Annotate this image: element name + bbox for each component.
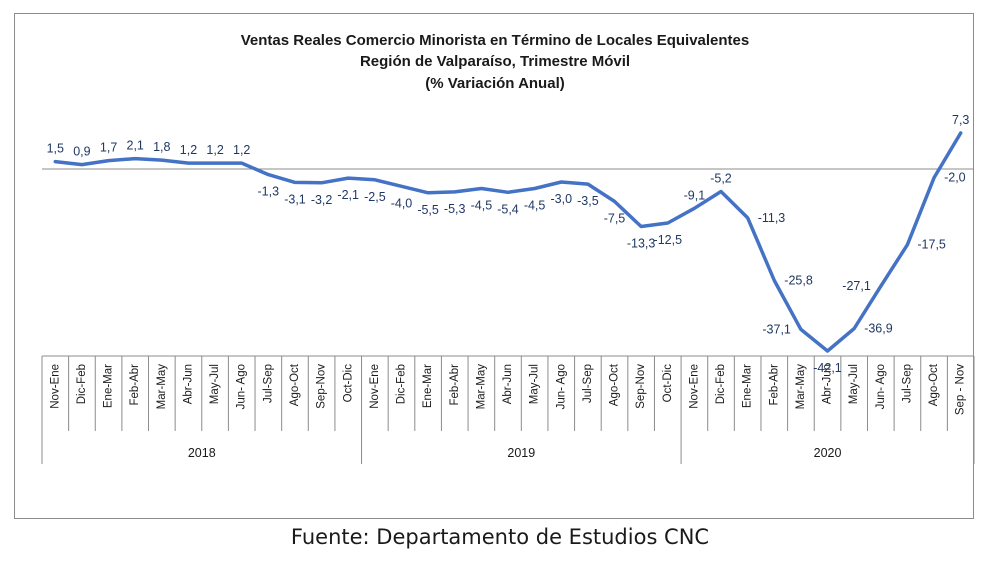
data-label: 1,2 bbox=[206, 143, 223, 157]
data-label: -37,1 bbox=[762, 322, 791, 336]
category-tick-label: Jul-Sep bbox=[262, 364, 274, 403]
category-tick-label: Dic-Feb bbox=[396, 364, 408, 404]
category-tick-label: Dic-Feb bbox=[76, 364, 88, 404]
data-label: -3,5 bbox=[577, 194, 599, 208]
category-tick-label: Sep - Nov bbox=[955, 364, 967, 415]
data-label: -3,2 bbox=[311, 193, 333, 207]
series-line bbox=[53, 131, 963, 353]
category-tick-label: Dic-Feb bbox=[715, 364, 727, 404]
data-label: -27,1 bbox=[842, 279, 871, 293]
data-label: -13,3 bbox=[627, 237, 656, 251]
source-note: Fuente: Departamento de Estudios CNC bbox=[290, 525, 710, 549]
plot-area bbox=[53, 131, 963, 353]
category-tick-label: Feb-Abr bbox=[129, 364, 141, 406]
data-label: -2,1 bbox=[337, 188, 359, 202]
data-label: -2,0 bbox=[944, 171, 966, 185]
category-tick-label: Nov-Ene bbox=[688, 364, 700, 409]
category-tick-label: Nov-Ene bbox=[369, 364, 381, 409]
chart-title-line-2: Región de Valparaíso, Trimestre Móvil bbox=[360, 53, 630, 70]
chart-title: Ventas Reales Comercio Minorista en Térm… bbox=[241, 32, 750, 92]
data-label: -5,4 bbox=[497, 202, 519, 216]
data-label: -4,5 bbox=[471, 199, 493, 213]
category-tick-label: Oct-Dic bbox=[662, 364, 674, 403]
data-label: -7,5 bbox=[604, 211, 626, 225]
category-tick-label: Nov-Ene bbox=[49, 364, 61, 409]
data-label: -5,2 bbox=[710, 172, 732, 186]
data-label: -5,3 bbox=[444, 202, 466, 216]
category-tick-label: Abr-Jun bbox=[182, 364, 194, 404]
data-label: -11,3 bbox=[758, 211, 786, 225]
data-label: -12,5 bbox=[654, 233, 683, 247]
category-tick-label: May-Jul bbox=[529, 364, 541, 404]
data-label: 7,3 bbox=[952, 113, 969, 127]
data-label: 1,5 bbox=[47, 142, 64, 156]
category-tick-label: Mar-May bbox=[475, 364, 487, 410]
category-tick-label: Abr-Jun bbox=[502, 364, 514, 404]
data-label: -1,3 bbox=[258, 185, 280, 199]
data-label: -36,9 bbox=[864, 322, 893, 336]
category-tick-label: Sep-Nov bbox=[635, 364, 647, 409]
category-tick-label: Ene-Mar bbox=[103, 364, 115, 408]
category-tick-label: Jun- Ago bbox=[236, 364, 248, 409]
data-label: -25,8 bbox=[784, 274, 813, 288]
category-axis: Nov-Ene Dic-Feb Ene-Mar Feb-Abr Mar-May Abr-J… bbox=[41, 355, 975, 464]
category-tick-label: Ene-Mar bbox=[422, 364, 434, 408]
category-tick-label: Jul-Sep bbox=[901, 364, 913, 403]
category-tick-label: Ago-Oct bbox=[289, 363, 301, 406]
category-tick-label: Abr-Jun bbox=[822, 364, 834, 404]
data-label: 0,9 bbox=[73, 145, 90, 159]
category-tick-label: May-Jul bbox=[848, 364, 860, 404]
data-label: 1,7 bbox=[100, 141, 117, 155]
category-tick-label: Sep-Nov bbox=[316, 364, 328, 409]
data-label: -3,1 bbox=[284, 192, 306, 206]
category-tick-label: Feb-Abr bbox=[768, 364, 780, 406]
category-tick-label: Jun- Ago bbox=[555, 364, 567, 409]
data-label: -42,1 bbox=[813, 361, 842, 375]
category-tick-label: May-Jul bbox=[209, 364, 221, 404]
line-chart: Ventas Reales Comercio Minorista en Térm… bbox=[41, 32, 975, 464]
data-label: -17,5 bbox=[917, 238, 946, 252]
year-group-label: 2020 bbox=[814, 446, 842, 460]
data-label: -4,5 bbox=[524, 199, 546, 213]
chart-frame: Ventas Reales Comercio Minorista en Térm… bbox=[14, 13, 975, 519]
chart-title-line-1: Ventas Reales Comercio Minorista en Térm… bbox=[241, 32, 750, 49]
data-labels: 1,5 0,9 1,7 2,1 1,8 1,2 1,2 1,2 -1,3 -3,1 -3,2 -2,1… bbox=[47, 113, 970, 375]
data-label: -3,0 bbox=[551, 192, 573, 206]
data-label: -2,5 bbox=[364, 190, 386, 204]
data-label: 1,2 bbox=[180, 143, 197, 157]
category-tick-label: Ago-Oct bbox=[609, 363, 621, 406]
category-tick-label: Oct-Dic bbox=[342, 364, 354, 403]
category-tick-label: Ago-Oct bbox=[928, 363, 940, 406]
category-tick-label: Feb-Abr bbox=[449, 364, 461, 406]
chart-title-line-3: (% Variación Anual) bbox=[425, 75, 564, 92]
data-label: -5,5 bbox=[417, 203, 439, 217]
year-group-label: 2018 bbox=[188, 446, 216, 460]
category-tick-label: Mar-May bbox=[795, 364, 807, 410]
year-group-label: 2019 bbox=[507, 446, 535, 460]
data-label: 2,1 bbox=[127, 139, 144, 153]
data-label: -9,1 bbox=[684, 188, 706, 202]
category-tick-label: Jun- Ago bbox=[875, 364, 887, 409]
data-label: 1,2 bbox=[233, 143, 250, 157]
data-label: -4,0 bbox=[391, 196, 413, 210]
category-tick-label: Ene-Mar bbox=[742, 364, 754, 408]
data-label: 1,8 bbox=[153, 140, 170, 154]
category-tick-label: Jul-Sep bbox=[582, 364, 594, 403]
category-tick-label: Mar-May bbox=[156, 364, 168, 410]
